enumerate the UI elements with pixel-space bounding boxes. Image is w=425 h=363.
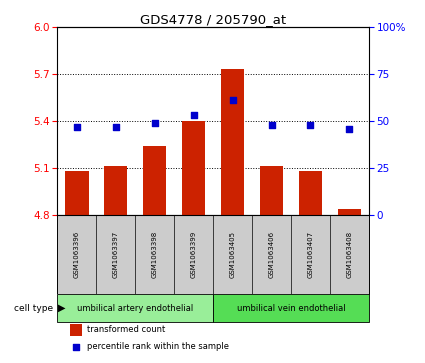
Point [307,122,314,128]
Text: umbilical artery endothelial: umbilical artery endothelial [77,303,193,313]
Bar [299,171,322,215]
Title: GDS4778 / 205790_at: GDS4778 / 205790_at [140,13,286,26]
Text: GSM1063408: GSM1063408 [346,231,352,278]
Bar [104,167,128,215]
Text: GSM1063406: GSM1063406 [269,231,275,278]
Text: GSM1063396: GSM1063396 [74,231,80,278]
Text: GSM1063405: GSM1063405 [230,231,235,278]
Bar [260,167,283,215]
Point [229,98,236,103]
Bar [338,209,361,215]
Text: GSM1063399: GSM1063399 [191,231,197,278]
Bar [65,171,88,215]
Text: GSM1063397: GSM1063397 [113,231,119,278]
Text: umbilical vein endothelial: umbilical vein endothelial [237,303,346,313]
Text: transformed count: transformed count [87,326,165,334]
Point [74,124,80,130]
Text: cell type: cell type [14,303,53,313]
Point [346,126,353,131]
Bar [221,69,244,215]
Point [190,113,197,118]
Text: GSM1063407: GSM1063407 [308,231,314,278]
Point [112,124,119,130]
Bar [143,146,167,215]
Point [72,344,79,350]
Point [151,120,158,126]
Point [268,122,275,128]
Bar [57,294,213,322]
Bar [70,323,82,337]
Text: ▶: ▶ [58,303,66,313]
Bar [182,121,205,215]
Text: GSM1063398: GSM1063398 [152,231,158,278]
Bar [213,294,369,322]
Text: percentile rank within the sample: percentile rank within the sample [87,342,229,351]
